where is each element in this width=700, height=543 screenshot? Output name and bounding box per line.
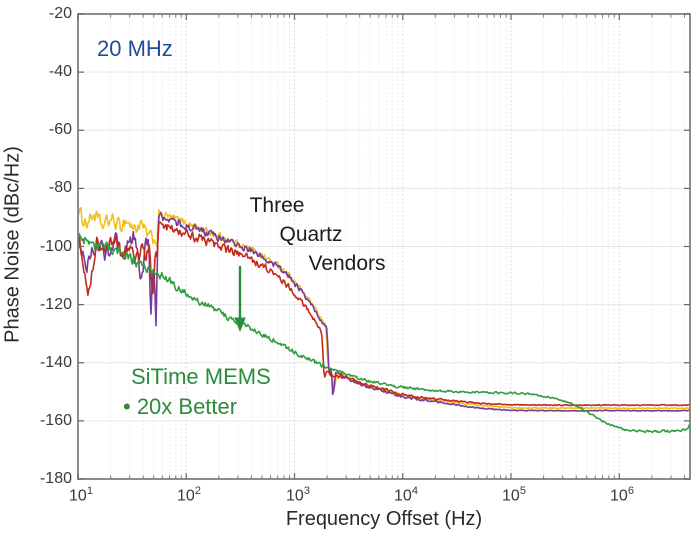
x-tick-label: 102 bbox=[177, 485, 201, 505]
y-tick-label: -140 bbox=[39, 354, 72, 371]
series-lines bbox=[78, 207, 690, 434]
y-tick-label: -60 bbox=[48, 121, 72, 138]
x-tick-label: 101 bbox=[69, 485, 93, 505]
y-tick-label: -40 bbox=[48, 63, 72, 80]
sitime-mems-line1: SiTime MEMS bbox=[131, 364, 271, 389]
quartz-vendors-line2: Quartz bbox=[279, 223, 343, 246]
x-tick-label: 105 bbox=[502, 485, 526, 505]
y-tick-label: -180 bbox=[39, 470, 72, 487]
x-axis-title: Frequency Offset (Hz) bbox=[285, 508, 483, 530]
x-tick-label: 106 bbox=[610, 485, 634, 505]
sitime-mems-line2: • 20x Better bbox=[123, 394, 238, 419]
carrier-frequency-label: 20 MHz bbox=[97, 36, 173, 61]
x-tick-label: 103 bbox=[286, 485, 310, 505]
quartz-vendors-line3: Vendors bbox=[308, 252, 386, 275]
y-tick-label: -120 bbox=[39, 296, 72, 313]
y-tick-label: -80 bbox=[48, 179, 72, 196]
sitime-mems-label: SiTime MEMS • 20x Better bbox=[123, 362, 271, 422]
x-tick-label: 104 bbox=[394, 485, 418, 505]
y-tick-label: -20 bbox=[48, 5, 72, 22]
gridlines bbox=[78, 14, 690, 479]
y-tick-label: -160 bbox=[39, 412, 72, 429]
improvement-arrow bbox=[234, 266, 246, 332]
axis-ticks bbox=[77, 13, 690, 480]
y-tick-label: -100 bbox=[39, 238, 72, 255]
quartz-vendors-line1: Three bbox=[249, 194, 305, 217]
y-axis-title: Phase Noise (dBc/Hz) bbox=[1, 146, 24, 343]
